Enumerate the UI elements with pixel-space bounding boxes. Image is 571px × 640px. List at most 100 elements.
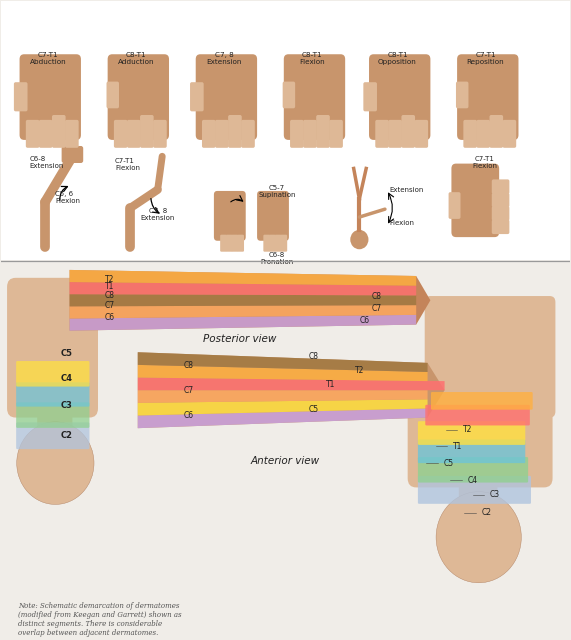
- Text: Flexion: Flexion: [389, 220, 414, 226]
- FancyBboxPatch shape: [108, 54, 169, 140]
- Polygon shape: [70, 315, 416, 331]
- FancyBboxPatch shape: [269, 235, 276, 252]
- Text: C6: C6: [184, 412, 194, 420]
- Text: C8-T1
Flexion: C8-T1 Flexion: [299, 52, 325, 65]
- FancyBboxPatch shape: [316, 115, 330, 148]
- FancyBboxPatch shape: [408, 390, 553, 488]
- FancyBboxPatch shape: [492, 220, 509, 234]
- Text: Posterior view: Posterior view: [203, 333, 277, 344]
- FancyBboxPatch shape: [418, 421, 525, 445]
- FancyBboxPatch shape: [492, 206, 509, 221]
- FancyBboxPatch shape: [375, 120, 389, 148]
- FancyBboxPatch shape: [492, 193, 509, 207]
- Text: C6-8
Pronation: C6-8 Pronation: [260, 252, 293, 266]
- Circle shape: [17, 422, 94, 504]
- FancyBboxPatch shape: [263, 235, 270, 252]
- Text: T1: T1: [453, 442, 463, 451]
- FancyBboxPatch shape: [492, 179, 509, 194]
- Polygon shape: [138, 408, 428, 428]
- Text: Extension: Extension: [389, 187, 423, 193]
- Text: C5, 6
Flexion: C5, 6 Flexion: [55, 191, 81, 204]
- FancyBboxPatch shape: [290, 120, 304, 148]
- FancyBboxPatch shape: [16, 361, 90, 387]
- FancyBboxPatch shape: [231, 235, 238, 252]
- Text: C5: C5: [61, 349, 73, 358]
- Text: C2: C2: [61, 431, 73, 440]
- Text: C8: C8: [104, 291, 114, 300]
- FancyBboxPatch shape: [241, 120, 255, 148]
- Text: T1: T1: [104, 282, 114, 291]
- Text: C8-T1
Opposition: C8-T1 Opposition: [378, 52, 417, 65]
- FancyBboxPatch shape: [196, 54, 257, 140]
- Text: C7-T1
Reposition: C7-T1 Reposition: [467, 52, 504, 65]
- FancyBboxPatch shape: [457, 54, 518, 140]
- Polygon shape: [138, 352, 445, 428]
- Text: C6: C6: [360, 316, 370, 326]
- FancyBboxPatch shape: [65, 120, 79, 148]
- FancyBboxPatch shape: [26, 120, 39, 148]
- Text: C8-T1
Adduction: C8-T1 Adduction: [118, 52, 154, 65]
- FancyBboxPatch shape: [463, 120, 477, 148]
- Text: C8: C8: [184, 362, 194, 371]
- FancyBboxPatch shape: [114, 120, 127, 148]
- Text: C7, 8
Extension: C7, 8 Extension: [140, 208, 175, 221]
- Text: C4: C4: [61, 374, 73, 383]
- Polygon shape: [70, 305, 416, 319]
- Text: C7: C7: [371, 304, 381, 313]
- FancyBboxPatch shape: [52, 115, 66, 148]
- FancyBboxPatch shape: [220, 235, 227, 252]
- Text: C4: C4: [467, 476, 477, 484]
- FancyBboxPatch shape: [280, 235, 287, 252]
- FancyBboxPatch shape: [283, 81, 295, 108]
- Text: Note: Schematic demarcation of dermatomes
(modified from Keegan and Garrett) sho: Note: Schematic demarcation of dermatome…: [18, 602, 182, 637]
- Text: C2: C2: [481, 508, 492, 517]
- FancyBboxPatch shape: [425, 296, 556, 417]
- Polygon shape: [138, 378, 445, 390]
- Text: C3: C3: [490, 490, 500, 499]
- FancyBboxPatch shape: [418, 457, 528, 483]
- FancyBboxPatch shape: [452, 164, 499, 237]
- FancyBboxPatch shape: [369, 54, 431, 140]
- FancyBboxPatch shape: [363, 82, 377, 111]
- FancyBboxPatch shape: [16, 403, 90, 428]
- FancyBboxPatch shape: [401, 115, 415, 148]
- FancyBboxPatch shape: [459, 467, 497, 502]
- FancyBboxPatch shape: [489, 115, 503, 148]
- FancyBboxPatch shape: [388, 120, 402, 148]
- Text: C7, 8
Extension: C7, 8 Extension: [207, 52, 242, 65]
- FancyBboxPatch shape: [418, 476, 531, 504]
- FancyBboxPatch shape: [257, 191, 289, 241]
- Text: C8: C8: [371, 292, 381, 301]
- Polygon shape: [138, 352, 428, 372]
- Circle shape: [350, 230, 368, 249]
- Circle shape: [436, 492, 521, 583]
- FancyBboxPatch shape: [190, 82, 204, 111]
- Text: C7-T1
Abduction: C7-T1 Abduction: [30, 52, 66, 65]
- Polygon shape: [70, 282, 416, 296]
- Polygon shape: [138, 399, 428, 415]
- Text: C7-T1
Flexion: C7-T1 Flexion: [472, 156, 497, 170]
- FancyBboxPatch shape: [214, 191, 246, 241]
- FancyBboxPatch shape: [418, 440, 525, 463]
- FancyBboxPatch shape: [140, 115, 154, 148]
- FancyBboxPatch shape: [127, 120, 140, 148]
- FancyBboxPatch shape: [415, 120, 428, 148]
- Text: C7: C7: [104, 301, 114, 310]
- FancyBboxPatch shape: [502, 120, 516, 148]
- Polygon shape: [70, 294, 416, 307]
- Text: C5: C5: [309, 405, 319, 414]
- Text: T1: T1: [326, 380, 336, 388]
- FancyBboxPatch shape: [284, 54, 345, 140]
- FancyBboxPatch shape: [303, 120, 317, 148]
- Bar: [1, 0, 570, 260]
- FancyBboxPatch shape: [62, 146, 83, 163]
- Text: C7: C7: [184, 386, 194, 395]
- FancyBboxPatch shape: [37, 399, 73, 433]
- FancyBboxPatch shape: [16, 422, 90, 449]
- FancyBboxPatch shape: [14, 82, 27, 111]
- FancyBboxPatch shape: [19, 54, 81, 140]
- Polygon shape: [138, 390, 428, 403]
- Text: C5-7
Supination: C5-7 Supination: [258, 186, 296, 198]
- FancyBboxPatch shape: [431, 392, 533, 410]
- FancyBboxPatch shape: [476, 120, 490, 148]
